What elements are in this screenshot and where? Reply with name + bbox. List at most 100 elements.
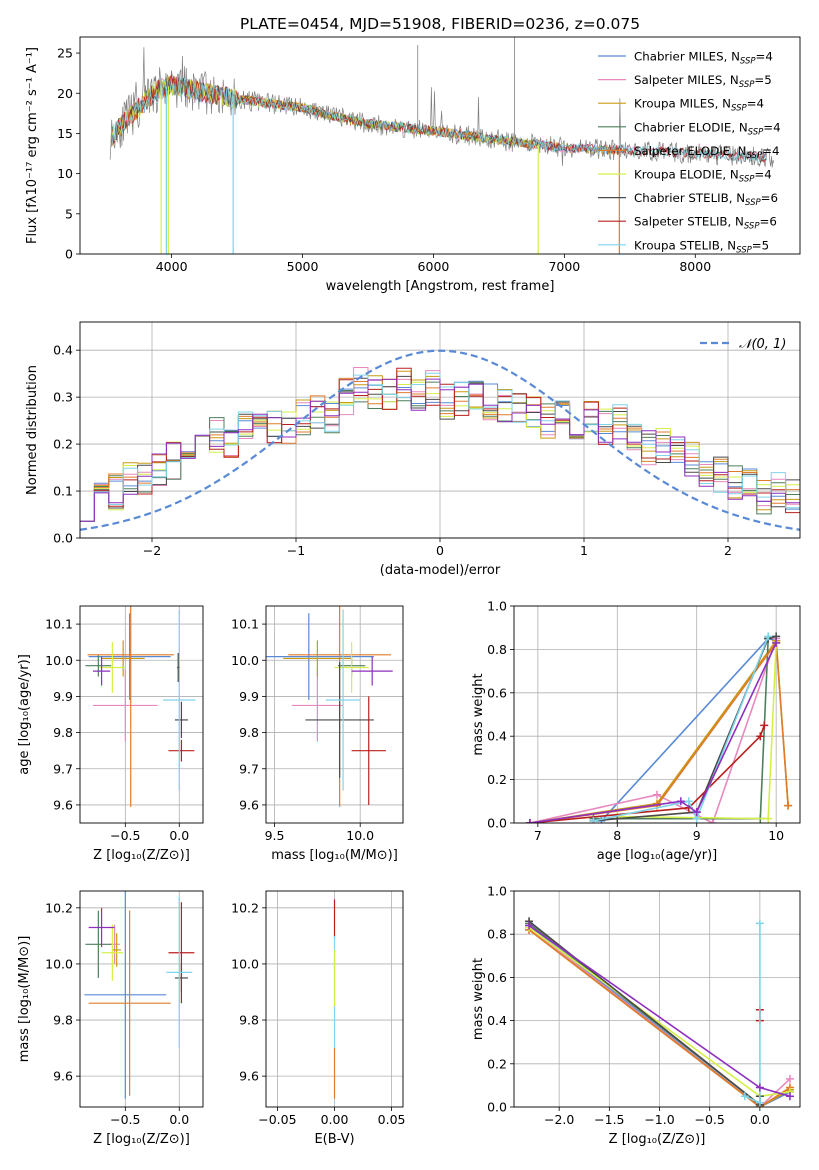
legend-label: Chabrier MILES, NSSP=4 bbox=[634, 50, 773, 67]
panel-3-frame bbox=[265, 605, 404, 824]
panel-2-axes: −0.5 0.0 9.6 9.7 9.8 9.9 10.0 10.1 Z [log₁₀(Z/Z⊙… bbox=[17, 606, 203, 863]
panel-4-ytick-label: 0.8 bbox=[487, 642, 507, 657]
panel-1-xtick-label: 1 bbox=[580, 543, 588, 558]
panel-0-frame bbox=[79, 36, 801, 255]
panel-0-ytick-label: 5 bbox=[65, 206, 73, 221]
panel-4-xlabel: age [log₁₀(age/yr)] bbox=[597, 848, 718, 863]
panel-0-ytick-label: 0 bbox=[65, 247, 73, 262]
panel-7-xtick-label: −0.5 bbox=[695, 1112, 725, 1127]
panel-0-xtick-label: 5000 bbox=[287, 259, 319, 274]
mass-weight-marker bbox=[772, 638, 781, 647]
panel-0-xtick-label: 6000 bbox=[418, 259, 450, 274]
panel-7-xtick-label: −1.0 bbox=[644, 1112, 674, 1127]
mass-weight-marker bbox=[785, 1092, 794, 1101]
mass-weight-marker bbox=[764, 814, 773, 823]
panel-5-frame bbox=[79, 890, 204, 1108]
panel-5-plot-area bbox=[84, 891, 195, 1099]
panel-1-plot-area bbox=[80, 349, 800, 531]
panel-3-ytick-label: 10.1 bbox=[231, 617, 259, 632]
panel-4-xtick-label: 8 bbox=[613, 828, 621, 843]
mass-weight-marker bbox=[525, 819, 534, 823]
mass-weight-marker bbox=[525, 921, 534, 930]
panel-2-ytick-label: 10.1 bbox=[45, 617, 73, 632]
panel-4-frame bbox=[513, 605, 801, 824]
legend-label: 𝒩(0, 1) bbox=[739, 337, 786, 352]
panel-4-ytick-label: 0.0 bbox=[487, 816, 507, 831]
panel-2-xlabel: Z [log₁₀(Z/Z⊙)] bbox=[93, 848, 190, 863]
panel-1-ytick-label: 0.4 bbox=[53, 343, 73, 358]
panel-4-xtick-label: 10 bbox=[768, 828, 784, 843]
panel-6-ytick-label: 9.6 bbox=[239, 1069, 259, 1084]
panel-4-ytick-label: 0.6 bbox=[487, 685, 507, 700]
panel-6-ytick-label: 10.2 bbox=[231, 900, 259, 915]
panel-3-ytick-label: 9.9 bbox=[239, 689, 259, 704]
spectrum-title: PLATE=0454, MJD=51908, FIBERID=0236, z=0… bbox=[240, 15, 640, 33]
mass-weight-line bbox=[600, 637, 777, 822]
mass-weight-line bbox=[528, 927, 791, 1107]
legend-label: Kroupa ELODIE, NSSP=4 bbox=[634, 168, 772, 185]
panel-7-frame bbox=[513, 890, 801, 1108]
panel-7-ytick-label: 0.8 bbox=[487, 927, 507, 942]
panel-5-ytick-label: 9.6 bbox=[53, 1069, 73, 1084]
panel-1-xtick-label: −2 bbox=[143, 543, 161, 558]
mass-weight-marker bbox=[653, 790, 661, 799]
panel-3-ytick-label: 10.0 bbox=[231, 653, 259, 668]
panel-5-ylabel: mass [log₁₀(M/M⊙)] bbox=[17, 936, 32, 1063]
mass-weight-line bbox=[593, 636, 769, 822]
panel-4-plot-area bbox=[525, 632, 793, 823]
panel-1-ytick-label: 0.0 bbox=[53, 531, 73, 546]
panel-7-ytick-label: 0.6 bbox=[487, 970, 507, 985]
legend-label: Kroupa MILES, NSSP=4 bbox=[634, 97, 764, 114]
mass-weight-marker bbox=[684, 797, 693, 806]
panel-1-ylabel: Normed distribution bbox=[25, 365, 40, 495]
mass-weight-line bbox=[528, 920, 761, 1107]
legend-label: Salpeter MILES, NSSP=5 bbox=[634, 73, 772, 90]
panel-0-xtick-label: 7000 bbox=[548, 259, 580, 274]
panel-1-xtick-label: 0 bbox=[436, 543, 444, 558]
panel-0-plot-area bbox=[109, 37, 775, 254]
panel-1-ytick-label: 0.3 bbox=[53, 390, 73, 405]
panel-2-ytick-label: 9.9 bbox=[53, 689, 73, 704]
panel-5-xtick-label: 0.0 bbox=[169, 1112, 189, 1127]
panel-2-frame bbox=[79, 605, 204, 824]
panel-3-ytick-label: 9.6 bbox=[239, 797, 259, 812]
panel-3-ytick-label: 9.8 bbox=[239, 725, 259, 740]
panel-2-ytick-label: 10.0 bbox=[45, 653, 73, 668]
panel-6-xlabel: E(B-V) bbox=[314, 1132, 354, 1147]
panel-2-xtick-label: 0.0 bbox=[169, 828, 189, 843]
panel-2-ytick-label: 9.7 bbox=[53, 761, 73, 776]
panel-0-xtick-label: 8000 bbox=[679, 259, 711, 274]
panel-7-xtick-label: 0.0 bbox=[750, 1112, 770, 1127]
mass-weight-marker bbox=[692, 808, 701, 817]
mass-weight-marker bbox=[784, 801, 793, 810]
panel-3-axes: 9.5 10.0 9.6 9.7 9.8 9.9 10.0 10.1 mass [log₁₀(M… bbox=[231, 606, 403, 863]
panel-1-xtick-label: −1 bbox=[287, 543, 305, 558]
panel-5-axes: −0.5 0.0 9.6 9.8 10.0 10.2 Z [log₁₀(Z/Z⊙)] mass… bbox=[17, 891, 203, 1147]
panel-2-plot-area bbox=[85, 606, 196, 807]
panel-6-xtick-label: −0.05 bbox=[258, 1112, 296, 1127]
panel-5-xtick-label: −0.5 bbox=[110, 1112, 140, 1127]
panel-7-xtick-label: −2.0 bbox=[544, 1112, 574, 1127]
panel-1-xtick-label: 2 bbox=[724, 543, 732, 558]
mass-weight-marker bbox=[756, 732, 765, 741]
panel-3-ytick-label: 9.7 bbox=[239, 761, 259, 776]
mass-weight-line bbox=[593, 638, 769, 820]
panel-3-plot-area bbox=[266, 606, 393, 807]
panel-0-ytick-label: 20 bbox=[57, 86, 73, 101]
mass-weight-marker bbox=[708, 819, 717, 823]
panel-0-ytick-label: 15 bbox=[57, 126, 73, 141]
panel-4-xtick-label: 7 bbox=[534, 828, 542, 843]
panel-3-xlabel: mass [log₁₀(M/M⊙)] bbox=[271, 848, 398, 863]
panel-5-ytick-label: 9.8 bbox=[53, 1013, 73, 1028]
mass-weight-marker bbox=[676, 797, 685, 806]
panel-4-ylabel: mass weight bbox=[471, 673, 486, 755]
mass-weight-line bbox=[744, 923, 761, 1104]
panel-6-ytick-label: 9.8 bbox=[239, 1013, 259, 1028]
legend-label: Salpeter ELODIE, NSSP=4 bbox=[634, 144, 779, 161]
spectrum-legend: Chabrier MILES, NSSP=4 Salpeter MILES, NS… bbox=[598, 50, 781, 255]
panel-3-xtick-label: 10.0 bbox=[346, 828, 374, 843]
panel-2-xtick-label: −0.5 bbox=[110, 828, 140, 843]
panel-0-ytick-label: 10 bbox=[57, 166, 73, 181]
mass-weight-marker bbox=[755, 1098, 764, 1107]
mass-weight-line bbox=[529, 642, 777, 823]
